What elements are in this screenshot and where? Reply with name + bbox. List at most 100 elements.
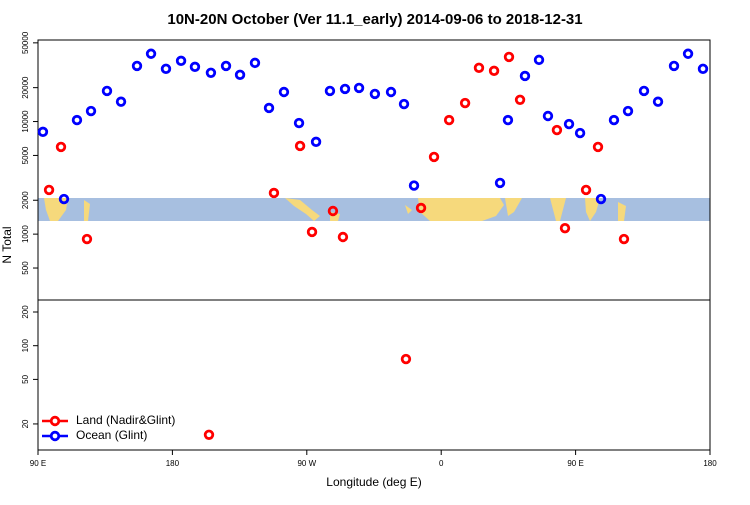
y-tick-label: 10000: [21, 110, 30, 133]
marker: [131, 60, 143, 72]
marker: [58, 193, 70, 205]
marker: [580, 184, 592, 196]
y-tick-label: 500: [21, 261, 30, 275]
marker: [592, 141, 604, 153]
marker: [638, 85, 650, 97]
x-tick-label: 0: [439, 459, 444, 468]
marker: [473, 62, 485, 74]
marker: [519, 70, 531, 82]
marker: [85, 105, 97, 117]
plot-frame: [37, 39, 711, 451]
marker: [398, 98, 410, 110]
marker: [488, 65, 500, 77]
marker: [43, 184, 55, 196]
marker: [175, 55, 187, 67]
y-axis-label: N Total: [0, 226, 14, 263]
x-tick-label: 90 E: [567, 459, 583, 468]
x-axis-label: Longitude (deg E): [326, 475, 421, 489]
marker: [682, 48, 694, 59]
marker: [294, 140, 306, 152]
marker: [443, 114, 455, 126]
marker: [533, 54, 545, 66]
marker: [608, 114, 620, 126]
marker: [234, 69, 246, 81]
y-tick-label: 20: [21, 419, 30, 428]
land-shape: [285, 198, 320, 221]
marker: [622, 105, 634, 117]
y-tick-label: 1000: [21, 225, 30, 243]
y-tick-label: 100: [21, 338, 30, 352]
marker: [369, 88, 381, 100]
land-shape: [84, 200, 90, 221]
map-background: [38, 198, 710, 221]
land-shape: [618, 202, 626, 221]
marker: [306, 226, 318, 238]
marker: [81, 233, 93, 245]
marker: [408, 180, 420, 191]
marker: [263, 102, 275, 114]
land-shape: [418, 198, 504, 221]
land-shape: [405, 205, 412, 214]
marker: [574, 127, 586, 139]
marker: [542, 110, 554, 122]
marker: [697, 63, 709, 75]
marker: [563, 118, 575, 130]
y-tick-label: 20000: [21, 76, 30, 99]
land-shape: [550, 198, 566, 221]
marker: [339, 83, 351, 95]
x-tick-label: 180: [166, 459, 180, 468]
legend-label: Ocean (Glint): [76, 428, 147, 442]
marker: [115, 96, 127, 107]
marker: [268, 187, 280, 199]
y-tick-label: 2000: [21, 191, 30, 209]
marker: [337, 231, 349, 243]
y-tick-label: 5000: [21, 146, 30, 164]
legend-marker: [49, 430, 61, 442]
y-tick-label: 50: [21, 374, 30, 383]
marker: [145, 48, 157, 59]
marker: [324, 85, 336, 97]
marker: [385, 86, 397, 98]
land-shape: [505, 198, 522, 216]
marker: [415, 202, 427, 214]
marker: [205, 67, 217, 78]
legend-label: Land (Nadir&Glint): [76, 413, 175, 427]
marker: [249, 57, 261, 69]
marker: [559, 222, 571, 234]
chart-title: 10N-20N October (Ver 11.1_early) 2014-09…: [167, 11, 582, 28]
marker: [652, 96, 664, 107]
marker: [400, 353, 412, 365]
marker: [551, 124, 563, 136]
marker: [71, 114, 83, 126]
marker: [353, 82, 365, 94]
x-tick-label: 180: [703, 459, 717, 468]
marker: [55, 141, 67, 153]
marker: [203, 429, 215, 440]
marker: [514, 94, 526, 106]
marker: [595, 193, 607, 205]
legend-marker: [49, 415, 61, 427]
marker: [327, 205, 339, 217]
marker: [220, 60, 232, 72]
marker: [278, 86, 290, 98]
marker: [293, 117, 305, 129]
land-shape: [585, 198, 600, 221]
marker: [618, 233, 630, 245]
x-tick-label: 90 W: [297, 459, 316, 468]
marker: [428, 151, 440, 163]
marker: [37, 126, 49, 138]
y-tick-label: 50000: [21, 31, 30, 54]
y-tick-label: 200: [21, 305, 30, 319]
marker: [160, 63, 172, 75]
x-tick-label: 90 E: [30, 459, 46, 468]
marker: [459, 97, 471, 109]
marker: [668, 60, 680, 72]
marker: [502, 114, 514, 126]
marker: [101, 85, 113, 97]
ocean-band: [38, 198, 710, 221]
marker: [310, 136, 322, 148]
marker: [503, 51, 515, 63]
marker: [189, 61, 201, 73]
